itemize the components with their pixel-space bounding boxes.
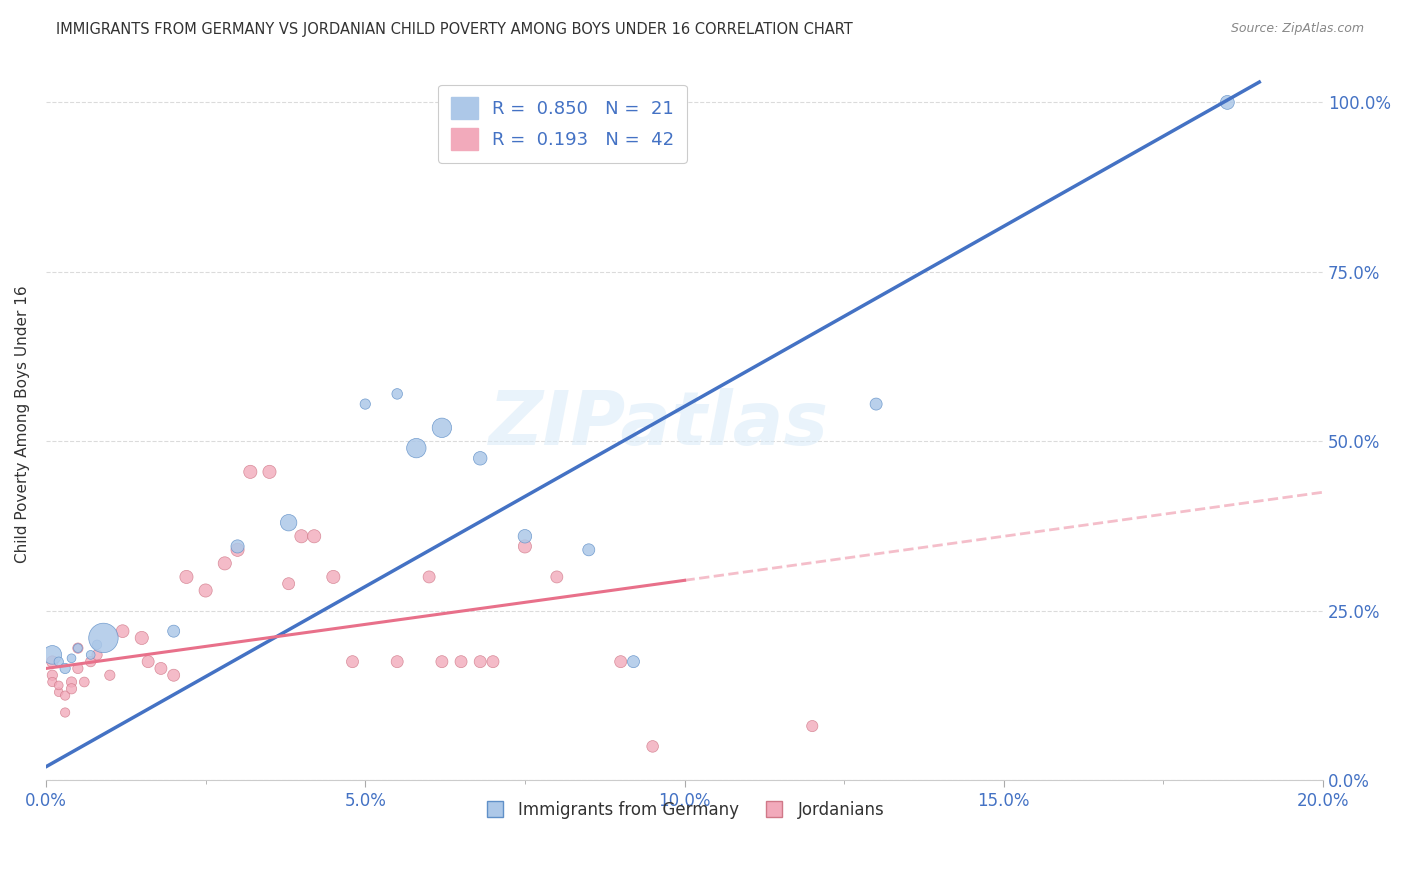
Point [322, 570, 344, 584]
Point [385, 655, 408, 669]
Point [98, 668, 121, 682]
Point [385, 387, 408, 401]
Text: IMMIGRANTS FROM GERMANY VS JORDANIAN CHILD POVERTY AMONG BOYS UNDER 16 CORRELATI: IMMIGRANTS FROM GERMANY VS JORDANIAN CHI… [56, 22, 853, 37]
Point [239, 465, 262, 479]
Point [41, 668, 63, 682]
Point [66, 641, 89, 656]
Point [86, 638, 108, 652]
Point [470, 451, 492, 466]
Text: ZIPatlas: ZIPatlas [489, 388, 830, 461]
Point [60, 675, 83, 690]
Point [41, 648, 63, 662]
Point [66, 661, 89, 675]
Point [53, 706, 76, 720]
Point [136, 655, 159, 669]
Point [149, 661, 172, 675]
Point [194, 583, 217, 598]
Point [41, 655, 63, 669]
Point [86, 648, 108, 662]
Point [163, 668, 186, 682]
Point [226, 542, 249, 557]
Point [470, 655, 492, 669]
Point [354, 397, 377, 411]
Point [48, 685, 70, 699]
Point [41, 675, 63, 690]
Point [482, 655, 505, 669]
Point [418, 570, 440, 584]
Point [60, 681, 83, 696]
Point [1216, 95, 1239, 110]
Point [801, 719, 824, 733]
Point [546, 570, 568, 584]
Point [131, 631, 153, 645]
Point [66, 641, 89, 656]
Point [277, 516, 299, 530]
Point [73, 675, 96, 690]
Point [60, 651, 83, 665]
Point [450, 655, 472, 669]
Point [214, 557, 236, 571]
Point [609, 655, 631, 669]
Point [163, 624, 186, 639]
Point [111, 624, 134, 639]
Point [578, 542, 600, 557]
Point [53, 661, 76, 675]
Point [405, 441, 427, 455]
Point [290, 529, 312, 543]
Point [79, 655, 101, 669]
Point [430, 421, 453, 435]
Point [865, 397, 887, 411]
Y-axis label: Child Poverty Among Boys Under 16: Child Poverty Among Boys Under 16 [15, 285, 30, 563]
Point [79, 648, 101, 662]
Point [641, 739, 664, 754]
Point [277, 576, 299, 591]
Point [48, 655, 70, 669]
Point [302, 529, 325, 543]
Point [48, 678, 70, 692]
Point [226, 540, 249, 554]
Point [342, 655, 364, 669]
Point [430, 655, 453, 669]
Point [513, 540, 536, 554]
Point [53, 689, 76, 703]
Text: Source: ZipAtlas.com: Source: ZipAtlas.com [1230, 22, 1364, 36]
Point [623, 655, 645, 669]
Point [93, 631, 115, 645]
Point [513, 529, 536, 543]
Point [176, 570, 198, 584]
Point [259, 465, 281, 479]
Legend: Immigrants from Germany, Jordanians: Immigrants from Germany, Jordanians [478, 794, 891, 825]
